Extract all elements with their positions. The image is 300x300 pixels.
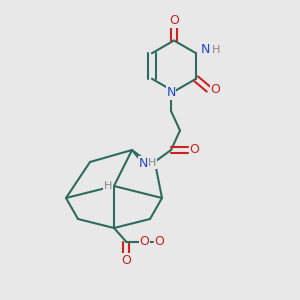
Text: N: N: [138, 157, 148, 170]
Text: O: O: [155, 235, 164, 248]
Text: N: N: [166, 86, 176, 100]
Text: O: O: [210, 83, 220, 96]
Text: O: O: [189, 143, 199, 157]
Text: H: H: [212, 45, 220, 55]
Text: O: O: [140, 235, 149, 248]
Text: O: O: [169, 14, 179, 27]
Text: O: O: [121, 254, 131, 267]
Text: H: H: [148, 158, 156, 169]
Text: H: H: [104, 181, 112, 191]
Text: N: N: [201, 43, 210, 56]
